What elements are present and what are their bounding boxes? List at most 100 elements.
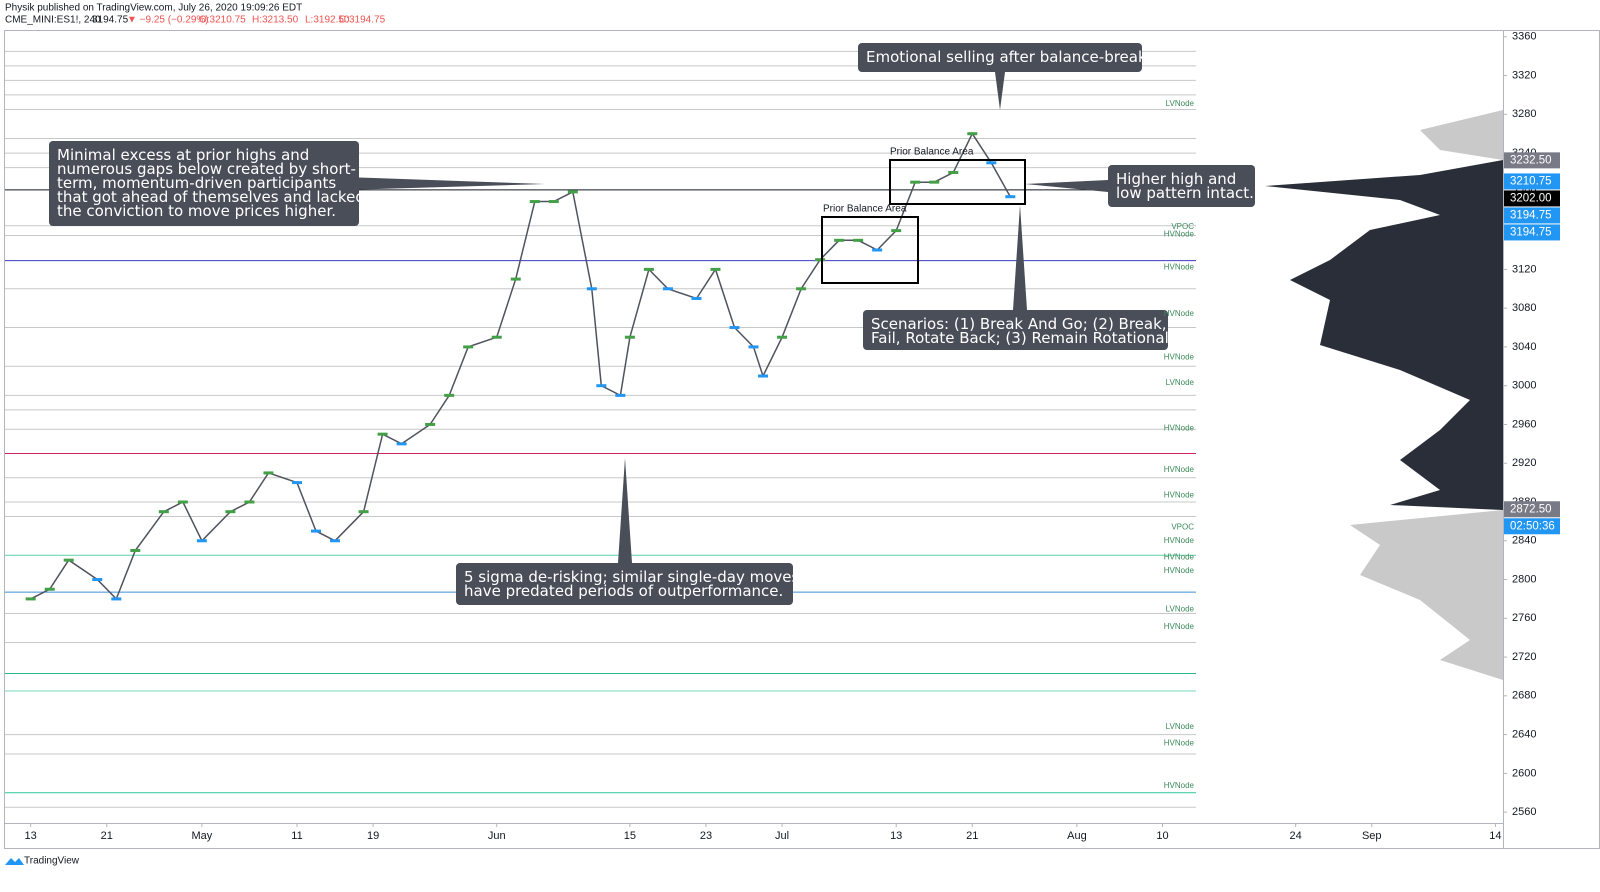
price-tick <box>662 287 673 291</box>
node-label: VPOC <box>1171 222 1194 231</box>
callout-pointer <box>1013 205 1027 310</box>
x-tick-label: 19 <box>367 830 379 842</box>
x-tick-label: Sep <box>1362 830 1382 842</box>
price-tick <box>777 335 788 339</box>
price-tick <box>311 529 322 533</box>
y-tick-label: 2800 <box>1512 573 1536 585</box>
callout-text: Higher high and <box>1116 170 1236 188</box>
countdown: 02:50:36 <box>1510 520 1555 532</box>
node-label: HVNode <box>1164 622 1195 631</box>
callout-text: that got ahead of themselves and lacked <box>57 188 365 206</box>
y-tick-label: 2680 <box>1512 690 1536 702</box>
node-label: HVNode <box>1164 230 1195 239</box>
price-tick <box>748 345 759 349</box>
y-tick-label: 2760 <box>1512 612 1536 624</box>
x-tick-label: Jun <box>488 830 506 842</box>
footer: TradingView <box>5 856 80 867</box>
change: ▼ −9.25 (−0.29%) <box>127 15 209 26</box>
price-tag <box>1504 190 1560 207</box>
callout-box <box>49 141 359 226</box>
node-label: HVNode <box>1164 552 1195 561</box>
x-tick-label: 24 <box>1290 830 1302 842</box>
footer-text: TradingView <box>24 856 80 867</box>
price-tag-label: 3210.75 <box>1510 175 1552 187</box>
author-line: Physik published on TradingView.com, Jul… <box>5 3 302 14</box>
countdown-tag <box>1504 518 1560 535</box>
node-label: LVNode <box>1166 378 1195 387</box>
price-tick <box>130 548 141 552</box>
x-tick-label: 11 <box>291 830 302 842</box>
price-tick <box>529 200 540 204</box>
y-tick-label: 3360 <box>1512 31 1536 43</box>
node-label: HVNode <box>1164 566 1195 575</box>
symbol: CME_MINI:ES1!, 240 <box>5 15 101 26</box>
price-tick <box>377 432 388 436</box>
price-tick <box>872 248 883 252</box>
node-label: HVNode <box>1164 263 1195 272</box>
price-tag <box>1504 173 1560 190</box>
price-tick <box>63 558 74 562</box>
price-tick <box>548 200 559 204</box>
x-tick-label: May <box>191 830 212 842</box>
callout-box <box>858 43 1142 72</box>
high: H:3213.50 <box>252 15 299 26</box>
callout-text: Scenarios: (1) Break And Go; (2) Break, <box>871 315 1167 333</box>
price-tag <box>1504 207 1560 224</box>
price-tick <box>396 442 407 446</box>
y-tick-label: 3280 <box>1512 108 1536 120</box>
last-price: 3194.75 <box>92 15 129 26</box>
price-tick <box>596 384 607 388</box>
price-tick <box>196 539 207 543</box>
callout-box <box>863 310 1168 350</box>
price-tick <box>567 190 578 194</box>
close: C:3194.75 <box>339 15 386 26</box>
y-tick-label: 2920 <box>1512 457 1536 469</box>
price-tick <box>25 597 36 601</box>
price-tick <box>815 258 826 262</box>
price-tick <box>330 539 341 543</box>
profile-light-bottom <box>1350 510 1503 680</box>
x-tick-label: 14 <box>1489 830 1501 842</box>
price-tick <box>291 481 302 485</box>
price-tick <box>586 287 597 291</box>
y-tick-label: 2640 <box>1512 729 1536 741</box>
node-label: LVNode <box>1166 722 1195 731</box>
y-tick-label: 3120 <box>1512 263 1536 275</box>
callout-text: the conviction to move prices higher. <box>57 202 336 220</box>
callout-text: Fail, Rotate Back; (3) Remain Rotational… <box>871 329 1174 347</box>
price-tick <box>510 277 521 281</box>
node-label: VPOC <box>1171 522 1194 531</box>
callout-text: Minimal excess at prior highs and <box>57 146 309 164</box>
x-tick-label: 10 <box>1156 830 1168 842</box>
low: L:3192.50 <box>305 15 350 26</box>
y-tick-label: 3000 <box>1512 380 1536 392</box>
callout-box <box>456 563 793 605</box>
callout-text: Emotional selling after balance-break. <box>866 48 1151 66</box>
price-tick <box>710 267 721 271</box>
callout-text: numerous gaps below created by short- <box>57 160 356 178</box>
x-tick-label: 13 <box>890 830 902 842</box>
price-tag-label: 3202.00 <box>1510 192 1552 204</box>
callout-text: 5 sigma de-risking; similar single-day m… <box>464 568 800 586</box>
price-tag-label: 2872.50 <box>1510 503 1552 515</box>
node-label: HVNode <box>1164 490 1195 499</box>
node-label: LVNode <box>1166 99 1195 108</box>
y-tick-label: 2960 <box>1512 418 1536 430</box>
balance-box <box>821 216 919 284</box>
price-tick <box>986 161 997 165</box>
callout-text: have predated periods of outperformance. <box>464 582 783 600</box>
node-label: HVNode <box>1164 536 1195 545</box>
node-label: HVNode <box>1164 353 1195 362</box>
price-tick <box>44 587 55 591</box>
price-tick <box>643 267 654 271</box>
price-tag-label: 3194.75 <box>1510 209 1552 221</box>
balance-box-label: Prior Balance Area <box>823 204 907 215</box>
price-tick <box>967 132 978 136</box>
x-tick-label: 15 <box>624 830 636 842</box>
balance-box <box>889 159 1026 205</box>
callout-pointer <box>995 72 1005 110</box>
price-tick <box>463 345 474 349</box>
annotations: Minimal excess at prior highs andnumerou… <box>49 43 1255 605</box>
price-tag <box>1504 501 1560 518</box>
